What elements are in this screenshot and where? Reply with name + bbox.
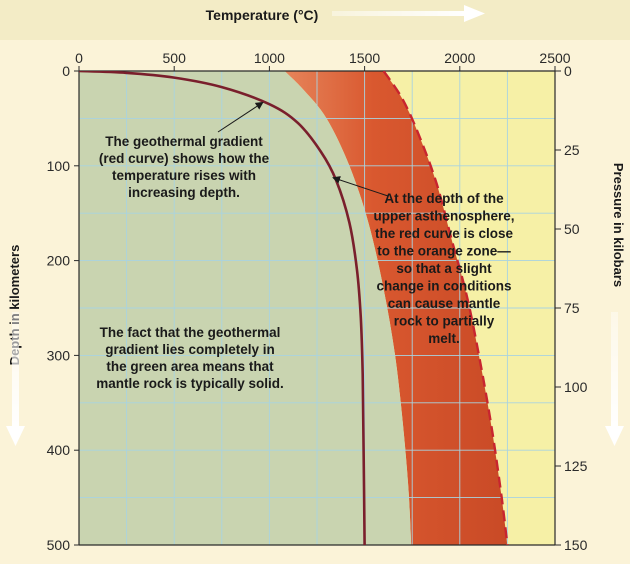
annotation-gradient-line: temperature rises with [112, 168, 256, 183]
x-tick-label: 1000 [254, 50, 285, 66]
y-tick-label: 300 [47, 347, 71, 363]
y-tick-label: 500 [47, 537, 71, 553]
y2-tick-label: 150 [564, 537, 588, 553]
y-tick-label: 200 [47, 253, 71, 269]
x-tick-label: 2000 [444, 50, 475, 66]
annotation-gradient-line: The geothermal gradient [105, 134, 263, 149]
annotation-asthenosphere-line: melt. [428, 331, 460, 346]
y2-tick-label: 0 [564, 63, 572, 79]
asthenosphere-callout-arrow [332, 176, 389, 197]
x-axis-title: Temperature (°C) [206, 7, 319, 23]
annotation-asthenosphere-line: upper asthenosphere, [373, 209, 514, 224]
curve-layer [79, 71, 509, 545]
y-tick-label: 400 [47, 442, 71, 458]
annotation-solid-line: the green area means that [106, 359, 274, 374]
geothermal-gradient-curve [79, 71, 366, 545]
header-band [0, 0, 630, 40]
tick-layer: 0 500 1000 1500 2000 250001002003004005000255… [47, 50, 588, 553]
y-tick-label: 100 [47, 158, 71, 174]
y2-tick-label: 25 [564, 142, 580, 158]
x-tick-label: 0 [75, 50, 83, 66]
annotation-asthenosphere-line: At the depth of the [384, 191, 504, 206]
y2-tick-label: 100 [564, 379, 588, 395]
y-tick-label: 0 [62, 63, 70, 79]
x-tick-label: 1500 [349, 50, 380, 66]
annotation-asthenosphere-line: to the orange zone— [377, 244, 511, 259]
y2-tick-label: 125 [564, 458, 588, 474]
y2-tick-label: 75 [564, 300, 580, 316]
y2-tick-label: 50 [564, 221, 580, 237]
gradient-callout-arrow [217, 101, 264, 133]
annotation-gradient-line: (red curve) shows how the [99, 151, 270, 166]
x-tick-label: 500 [163, 50, 187, 66]
x-direction-arrow [332, 5, 485, 22]
y2-axis-title: Pressure in kilobars [611, 163, 626, 287]
liquidus-curve [382, 71, 509, 545]
annotation-asthenosphere-line: change in conditions [376, 279, 511, 294]
grid-lines [79, 71, 555, 545]
annotation-solid-line: gradient lies completely in [105, 342, 275, 357]
x-tick-label: 2500 [539, 50, 570, 66]
annotation-asthenosphere-line: rock to partially [394, 314, 495, 329]
y-direction-arrow [6, 312, 25, 446]
annotation-gradient-line: increasing depth. [128, 185, 240, 200]
annotation-asthenosphere-line: so that a slight [396, 261, 492, 276]
annotation-asthenosphere-line: can cause mantle [388, 296, 501, 311]
annotation-solid-line: The fact that the geothermal [100, 325, 281, 340]
annotation-asthenosphere-line: the red curve is close [375, 226, 514, 241]
annotation-solid-line: mantle rock is typically solid. [96, 376, 284, 391]
annotation-layer: The geothermal gradient (red curve) shows… [96, 134, 514, 391]
y2-direction-arrow [605, 312, 624, 446]
